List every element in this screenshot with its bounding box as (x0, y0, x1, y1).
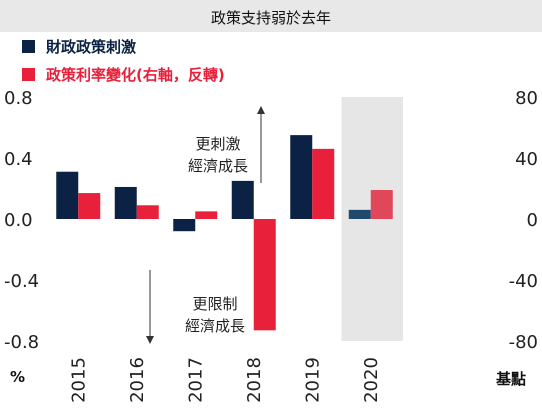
y-left-tick-4: -0.8 (4, 332, 39, 353)
y-left-tick-3: -0.4 (4, 271, 39, 292)
y-right-tick-2: 0 (527, 210, 538, 231)
x-tick-2019: 2019 (302, 357, 323, 403)
bar-rate-2018 (253, 219, 276, 331)
y-left-tick-1: 0.4 (4, 149, 33, 170)
annotation-down-line2: 經濟成長 (184, 317, 245, 335)
x-tick-2018: 2018 (244, 357, 265, 403)
bar-fiscal-2019 (290, 135, 313, 219)
y-right-tick-0: 80 (515, 88, 538, 109)
bar-rate-2020 (370, 190, 393, 219)
y-left-tick-0: 0.8 (4, 88, 33, 109)
bar-fiscal-2015 (56, 171, 79, 219)
x-tick-2016: 2016 (127, 357, 148, 403)
annotation-up-line2: 經濟成長 (187, 157, 248, 175)
bar-rate-2019 (312, 148, 335, 219)
bar-fiscal-2017 (173, 219, 196, 232)
legend-label-fiscal: 財政政策刺激 (46, 38, 137, 56)
bar-fiscal-2020 (348, 209, 371, 219)
bar-rate-2015 (78, 193, 101, 219)
title-bar (0, 0, 542, 32)
bar-fiscal-2018 (231, 180, 254, 219)
annotation-up: 更刺激 經濟成長 (168, 133, 268, 177)
right-axis-unit: 基點 (496, 370, 527, 388)
annotation-down: 更限制 經濟成長 (165, 293, 265, 337)
arrow-down-head (146, 336, 154, 344)
bar-rate-2016 (136, 205, 159, 219)
y-right-tick-3: -40 (509, 271, 538, 292)
x-tick-2015: 2015 (68, 357, 89, 403)
y-right-tick-4: -80 (509, 332, 538, 353)
y-right-tick-1: 40 (515, 149, 538, 170)
y-left-tick-2: 0.0 (4, 210, 33, 231)
annotation-down-line1: 更限制 (192, 295, 238, 313)
legend-swatch-rate (22, 68, 35, 81)
legend-swatch-fiscal (22, 40, 35, 53)
annotation-up-line1: 更刺激 (195, 135, 241, 153)
legend-label-rate: 政策利率變化(右軸，反轉) (46, 66, 225, 84)
arrow-up-head (257, 106, 265, 114)
x-tick-2017: 2017 (185, 357, 206, 403)
chart-title: 政策支持弱於去年 (210, 9, 331, 27)
bar-fiscal-2016 (114, 186, 137, 219)
bar-rate-2017 (195, 211, 218, 219)
x-tick-2020: 2020 (361, 357, 382, 403)
left-axis-unit: % (10, 368, 26, 386)
